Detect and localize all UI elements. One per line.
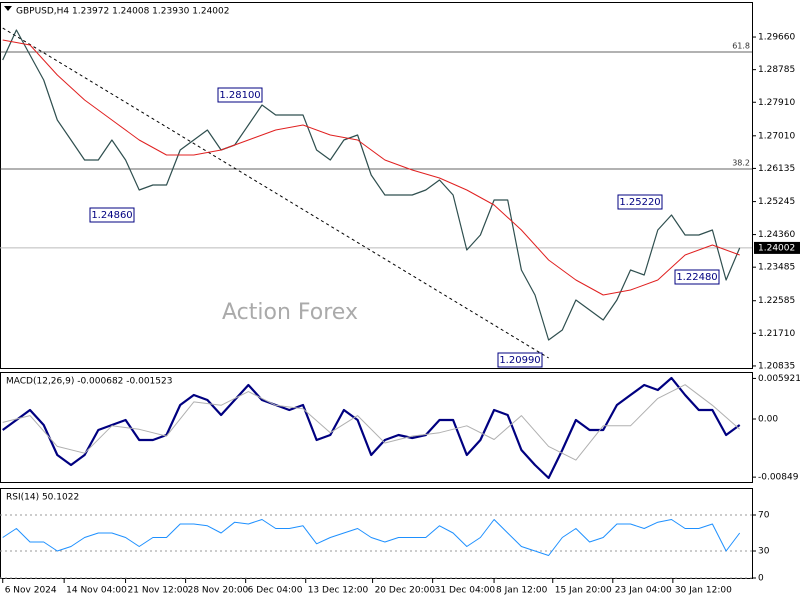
annotation: 1.22480	[676, 272, 717, 283]
x-tick-label: 14 Nov 04:00	[66, 586, 127, 596]
panel-title: MACD(12,26,9) -0.000682 -0.001523	[6, 377, 172, 387]
series-line	[2, 384, 741, 461]
y-tick-label: 0.00	[758, 414, 778, 424]
annotation-box	[674, 269, 720, 285]
panel-title: GBPUSD,H4 1.23972 1.24008 1.23930 1.2400…	[16, 7, 229, 17]
annotation: 1.25220	[619, 197, 660, 208]
annotation-box	[497, 352, 543, 368]
panel-frame	[0, 2, 753, 369]
y-tick-label: 1.26135	[758, 164, 795, 174]
y-tick-label: 70	[758, 511, 770, 521]
x-tick-label: 13 Dec 12:00	[308, 586, 369, 596]
menu-arrow	[4, 6, 12, 11]
series-line	[2, 29, 741, 341]
y-tick-label: 1.27010	[758, 131, 795, 141]
y-tick-label: 1.21710	[758, 329, 795, 339]
x-tick-label: 21 Nov 12:00	[128, 586, 189, 596]
fib-level-label: 38.2	[732, 159, 750, 168]
x-tick-label: 20 Dec 20:00	[375, 586, 436, 596]
x-tick-label: 31 Dec 04:00	[435, 586, 496, 596]
y-tick-label: 0	[758, 574, 764, 584]
fib-level-label: 61.8	[732, 41, 750, 50]
trend-line	[2, 27, 549, 359]
y-tick-label: 1.24360	[758, 230, 795, 240]
panel-frame	[0, 372, 753, 483]
y-tick-label: 1.27910	[758, 98, 795, 108]
x-tick-label: 15 Jan 20:00	[555, 586, 612, 596]
y-tick-label: 1.23485	[758, 263, 795, 273]
x-tick-label: 6 Nov 2024	[5, 586, 57, 596]
watermark: Action Forex	[222, 300, 358, 325]
x-tick-label: 28 Nov 20:00	[188, 586, 249, 596]
annotation: 1.24860	[91, 210, 132, 221]
annotation: 1.28100	[219, 90, 260, 101]
x-tick-label: 30 Jan 12:00	[675, 586, 732, 596]
last-price-label: 1.24002	[758, 243, 795, 253]
last-price-box	[754, 241, 800, 254]
annotation-box	[617, 194, 663, 210]
annotation-box	[89, 207, 135, 223]
panel-title: RSI(14) 50.1022	[6, 493, 79, 503]
y-tick-label: 1.22585	[758, 296, 795, 306]
y-tick-label: -0.00849	[758, 473, 799, 483]
x-tick-label: 8 Jan 12:00	[496, 586, 548, 596]
annotation: 1.20990	[499, 355, 540, 366]
y-tick-label: 1.28785	[758, 65, 795, 75]
y-tick-label: 0.005921	[758, 374, 800, 384]
y-tick-label: 1.25245	[758, 197, 795, 207]
x-tick-label: 23 Jan 04:00	[615, 586, 672, 596]
y-tick-label: 1.20835	[758, 361, 795, 371]
x-tick-label: 6 Dec 04:00	[248, 586, 303, 596]
series-line	[2, 39, 740, 296]
series-line	[2, 519, 741, 556]
annotation-box	[217, 87, 263, 103]
series-line	[2, 376, 741, 480]
y-tick-label: 30	[758, 547, 770, 557]
y-tick-label: 1.29660	[758, 33, 795, 43]
